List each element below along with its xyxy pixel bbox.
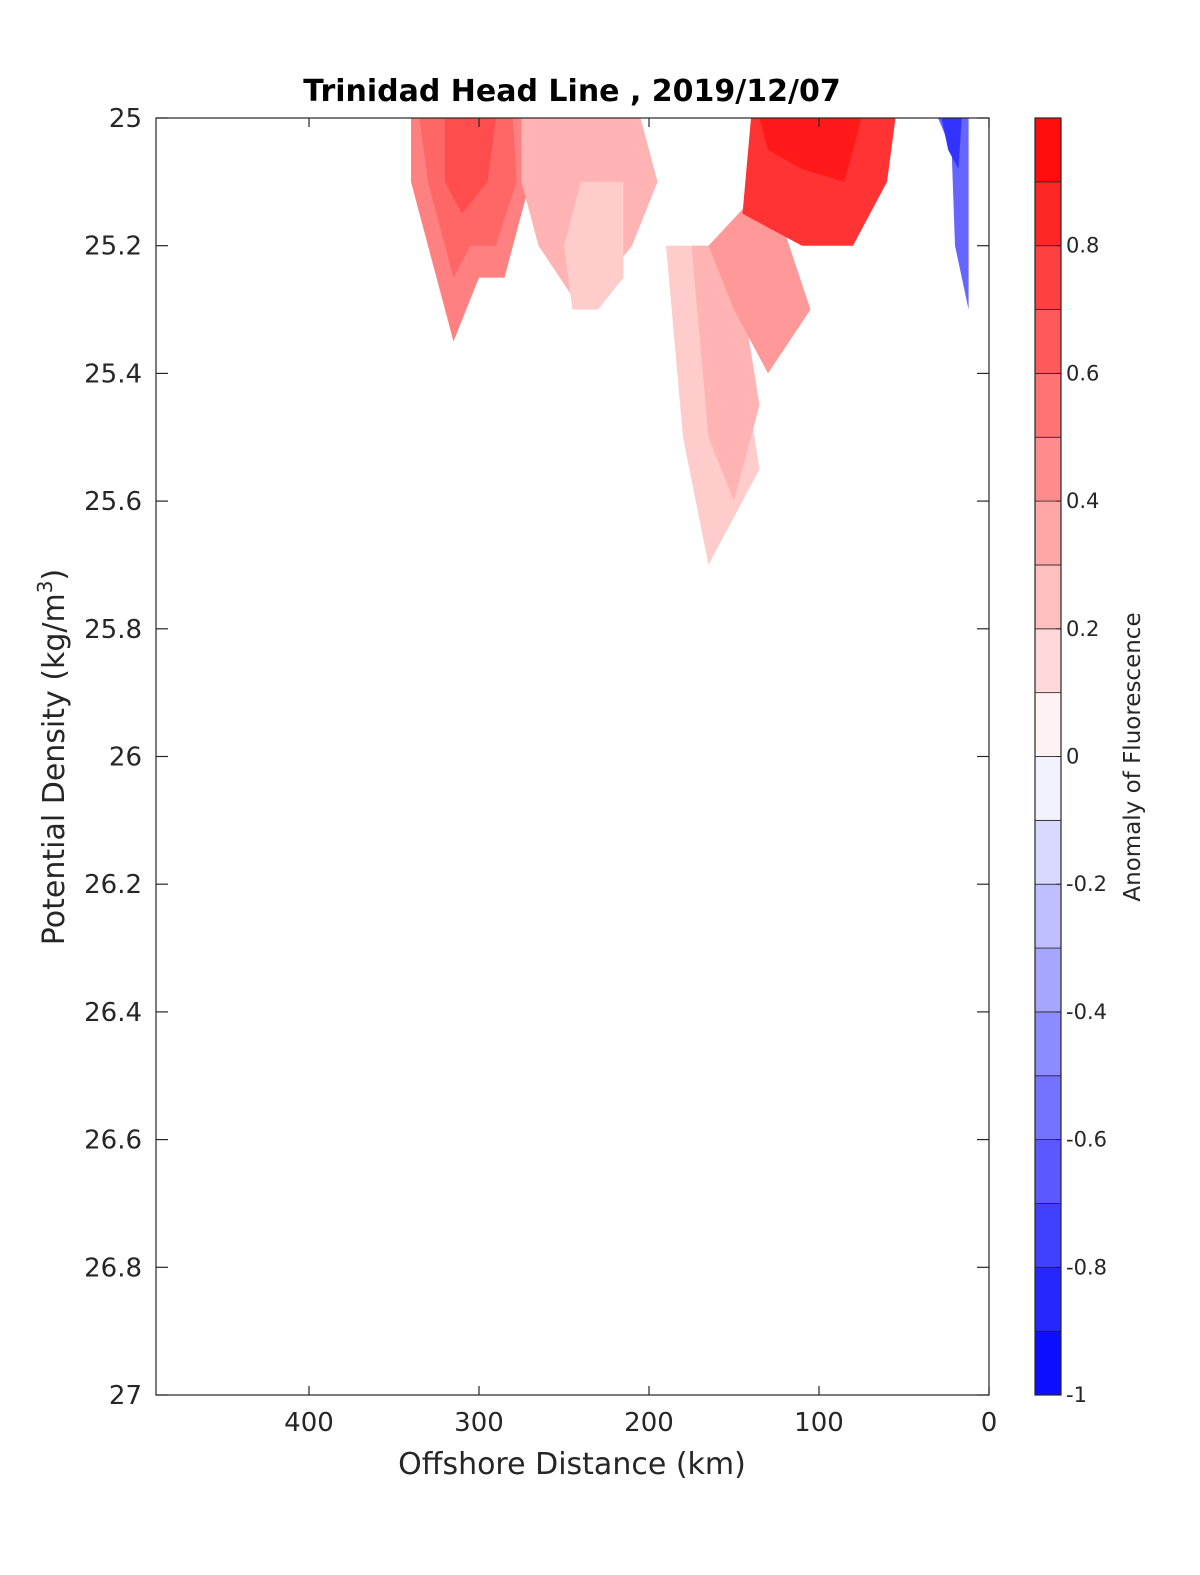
colorbar-swatch (1034, 436, 1062, 502)
x-tick-label: 200 (624, 1408, 674, 1438)
colorbar-swatch (1034, 819, 1062, 885)
x-tick-label: 400 (284, 1408, 334, 1438)
x-tick-label: 0 (981, 1408, 998, 1438)
colorbar-swatch (1034, 628, 1062, 694)
colorbar-swatch (1034, 1203, 1062, 1268)
colorbar-swatch (1034, 883, 1062, 949)
colorbar-swatch (1034, 756, 1062, 821)
colorbar-tick-label: -0.8 (1066, 1255, 1107, 1279)
colorbar-swatch (1034, 117, 1062, 183)
y-tick-label: 26.4 (84, 998, 142, 1028)
contour-region-7 (708, 181, 811, 374)
colorbar-swatch (1034, 1266, 1062, 1332)
x-axis-title: Offshore Distance (km) (398, 1447, 746, 1482)
colorbar: -1 -0.8 -0.6 -0.4 -0.2 0 0.2 0.4 0.6 0.8 (1034, 117, 1107, 1407)
y-tick-label: 25.2 (84, 232, 142, 262)
colorbar-swatch (1034, 309, 1062, 374)
y-tick-label: 26.6 (84, 1126, 142, 1156)
colorbar-swatch (1034, 181, 1062, 247)
colorbar-tick-label: 0.4 (1066, 489, 1099, 513)
contour-region-11 (941, 118, 962, 170)
x-tick-label: 100 (794, 1408, 844, 1438)
y-tick-label: 25.4 (84, 359, 142, 389)
y-axis-title-end: ) (37, 569, 72, 581)
y-axis-title-main: Potential Density (kg/m (37, 593, 72, 945)
colorbar-swatch (1034, 1330, 1062, 1396)
y-tick-label: 26.2 (84, 870, 142, 900)
y-tick-label: 25 (109, 104, 142, 134)
colorbar-swatch (1034, 372, 1062, 438)
contour-region-10 (938, 118, 969, 310)
plot-area (411, 118, 969, 565)
y-tick-label: 26 (109, 743, 142, 773)
colorbar-swatch (1034, 500, 1062, 566)
contour-region-4 (564, 181, 624, 310)
colorbar-swatch (1034, 1139, 1062, 1204)
y-tick-label: 27 (109, 1381, 142, 1411)
chart-title: Trinidad Head Line , 2019/12/07 (303, 74, 840, 109)
y-tick-label: 25.6 (84, 487, 142, 517)
colorbar-tick-label: -0.2 (1066, 872, 1107, 896)
contour-region-9 (759, 118, 862, 182)
colorbar-tick-label: -1 (1066, 1383, 1087, 1407)
contour-region-2 (445, 118, 496, 214)
colorbar-tick-label: 0.8 (1066, 234, 1099, 258)
y-tick-label: 26.8 (84, 1253, 142, 1283)
x-tick-label: 300 (454, 1408, 504, 1438)
colorbar-swatch (1034, 947, 1062, 1013)
y-axis-title-sup: 3 (33, 580, 57, 593)
colorbar-swatch (1034, 1075, 1062, 1140)
colorbar-tick-label: 0.2 (1066, 617, 1099, 641)
colorbar-swatch (1034, 692, 1062, 757)
colorbar-tick-label: 0 (1066, 745, 1079, 769)
colorbar-title: Anomaly of Fluorescence (1120, 612, 1146, 901)
x-axis: 400 300 200 100 0 (284, 118, 997, 1438)
colorbar-swatch (1034, 564, 1062, 630)
colorbar-swatch (1034, 1011, 1062, 1077)
y-tick-label: 25.8 (84, 615, 142, 645)
y-axis: 25 25.2 25.4 25.6 25.8 26 26.2 26.4 26.6 26.8 27 (84, 104, 989, 1411)
colorbar-tick-label: -0.4 (1066, 1000, 1107, 1024)
colorbar-tick-label: 0.6 (1066, 361, 1099, 385)
colorbar-tick-label: -0.6 (1066, 1128, 1107, 1152)
y-axis-title: Potential Density (kg/m3) (33, 569, 72, 945)
colorbar-swatch (1034, 245, 1062, 310)
svg-text:Potential Density (kg/m3): Potential Density (kg/m3) (33, 569, 72, 945)
